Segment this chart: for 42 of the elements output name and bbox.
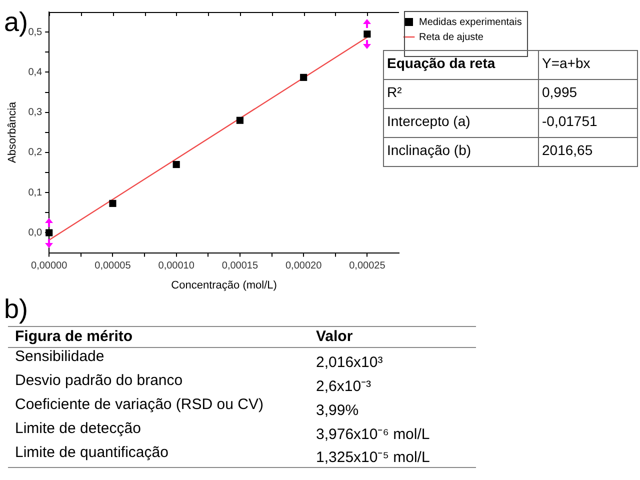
y-tick-label: 0,1 (28, 187, 43, 198)
text: Figura de mérito (15, 328, 133, 345)
x-tick-label: 0,00010 (158, 260, 195, 272)
text: 2016,65 (542, 142, 593, 158)
x-axis-title: Concentração (mol/L) (171, 279, 277, 292)
legend-label: Reta de ajuste (419, 32, 484, 43)
text: 3,976x10⁻⁶ mol/L (316, 426, 430, 442)
y-tick-label: 0,3 (28, 107, 43, 118)
text: Desvio padrão do branco (15, 372, 183, 388)
text: 3,99% (316, 402, 359, 418)
y-axis-title: Absorbância (6, 100, 19, 163)
point (300, 74, 308, 81)
annotation: R² (387, 84, 402, 100)
text: Y=a+bx (542, 55, 590, 71)
annotation: Intercepto (a) (387, 113, 470, 129)
text: 2,016x10³ (316, 354, 383, 370)
annotation: Inclinação (b) (387, 142, 472, 158)
y-tick-label: 0,4 (28, 66, 43, 78)
text: Limite de quantificação (15, 444, 168, 460)
text: 2,6x10⁻³ (316, 378, 372, 394)
text: Limite de detecção (15, 420, 141, 436)
y-tick-label: 0,2 (28, 147, 43, 158)
x-tick-label: 0,00025 (349, 260, 386, 272)
annotation: Equação da reta (387, 55, 496, 71)
x-tick-label: 0,00015 (222, 260, 258, 272)
text: 1,325x10⁻⁵ mol/L (316, 449, 430, 466)
chart-title: a) (4, 7, 28, 37)
text: Valor (316, 328, 353, 345)
text: b) (4, 294, 28, 324)
point (172, 160, 180, 168)
legend-label: Medidas experimentais (419, 16, 522, 28)
x-tick-label: 0,00005 (94, 260, 132, 272)
text: Coeficiente de variação (RSD ou CV) (15, 396, 264, 412)
x-tick-label: 0,00020 (285, 260, 322, 272)
y-tick-label: 0,0 (28, 227, 43, 238)
text: Sensibilidade (15, 348, 104, 365)
y-tick-label: 0,5 (28, 26, 43, 38)
text: -0,01751 (542, 113, 598, 129)
point (109, 200, 116, 207)
text: 0,995 (542, 84, 578, 100)
x-tick-label: 0,00000 (31, 260, 68, 272)
point (236, 116, 244, 124)
